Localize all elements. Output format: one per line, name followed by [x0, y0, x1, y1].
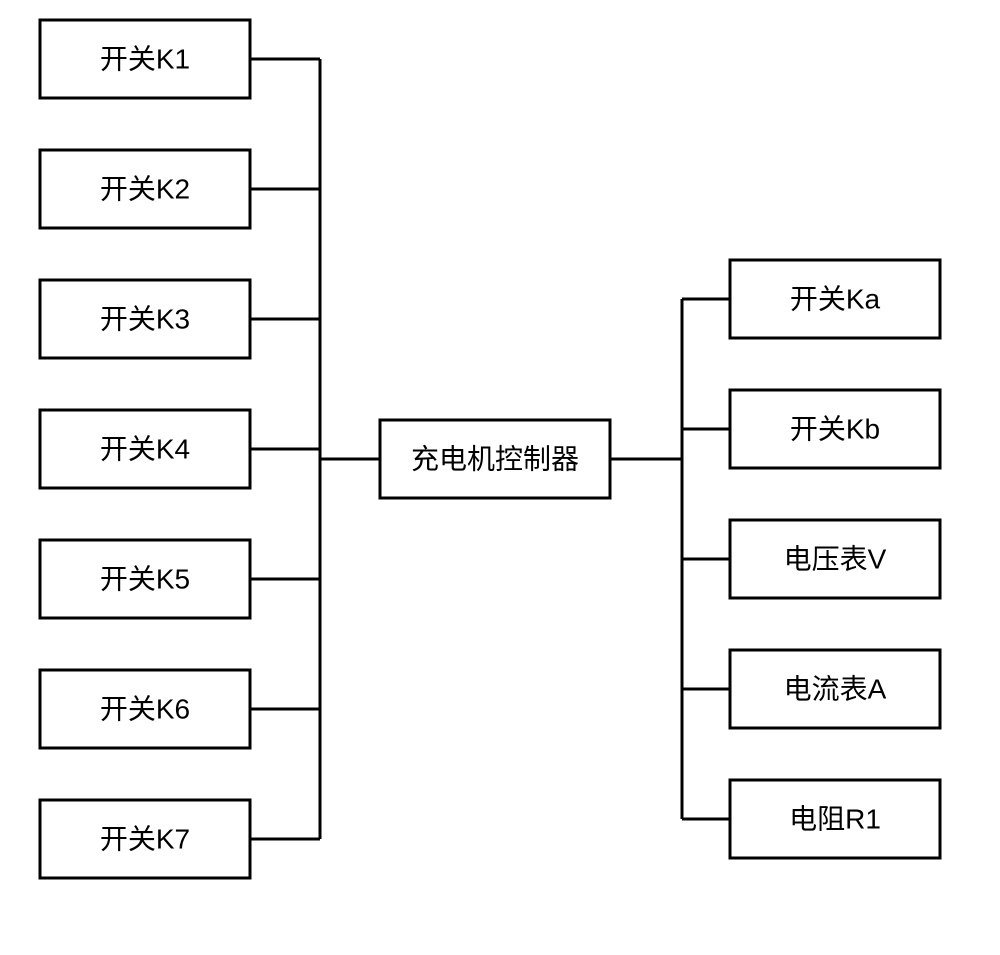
right-label-V: 电压表V: [784, 544, 887, 575]
left-label-K7: 开关K7: [100, 824, 190, 855]
right-label-Kb: 开关Kb: [790, 414, 880, 445]
block-diagram: 开关K1 开关K2 开关K3 开关K4 开关K5 开关K6 开关K7 充电机控制器 开关Ka…: [0, 0, 1000, 955]
center-label: 充电机控制器: [411, 444, 579, 475]
left-label-K4: 开关K4: [100, 434, 190, 465]
right-label-R1: 电阻R1: [789, 804, 881, 835]
left-label-K3: 开关K3: [100, 304, 190, 335]
left-label-K2: 开关K2: [100, 174, 190, 205]
right-label-A: 电流表A: [784, 674, 887, 705]
left-label-K6: 开关K6: [100, 694, 190, 725]
left-label-K5: 开关K5: [100, 564, 190, 595]
right-label-Ka: 开关Ka: [790, 284, 881, 315]
left-label-K1: 开关K1: [100, 44, 190, 75]
